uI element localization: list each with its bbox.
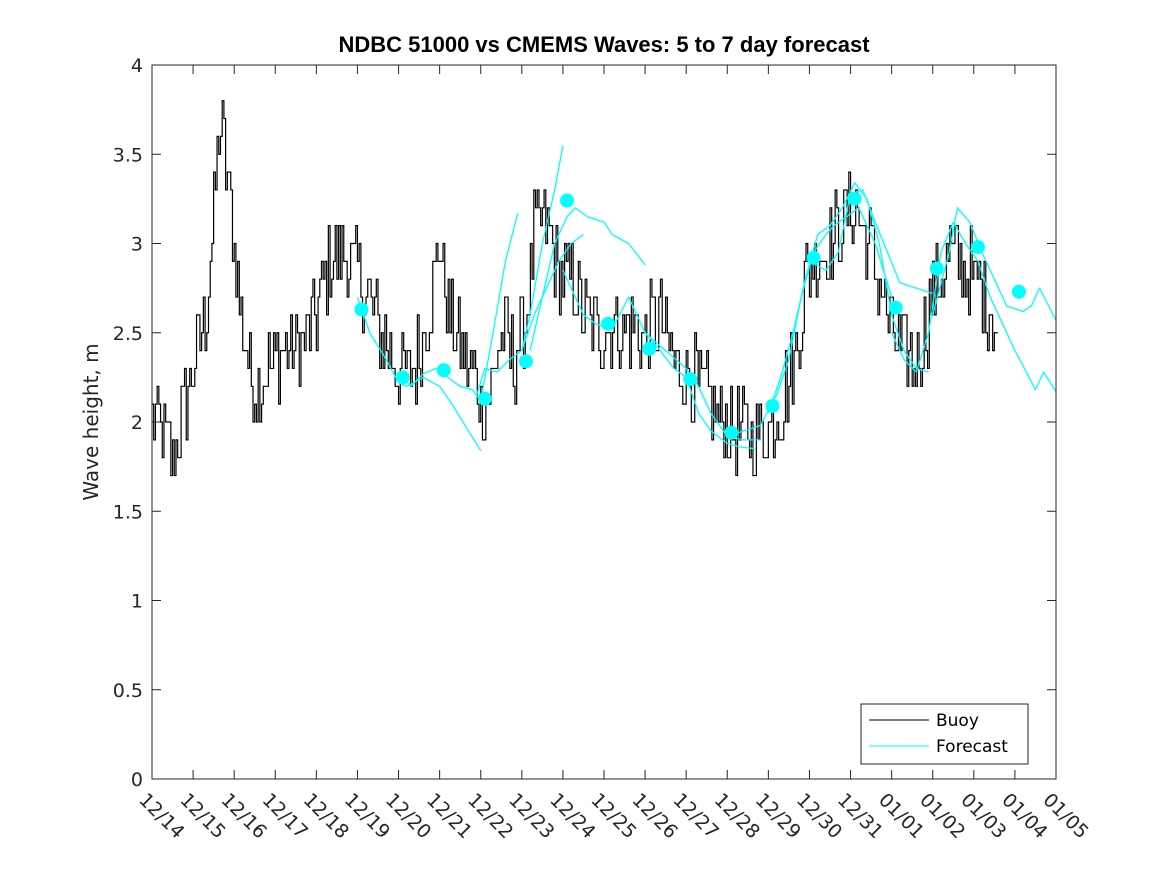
y-tick-label: 0.5 bbox=[113, 680, 143, 702]
forecast-marker bbox=[683, 372, 698, 387]
forecast-marker bbox=[1012, 284, 1027, 299]
forecast-marker bbox=[765, 398, 780, 413]
forecast-series-line bbox=[562, 269, 757, 450]
forecast-marker bbox=[518, 354, 533, 369]
forecast-marker bbox=[436, 363, 451, 378]
forecast-series-line bbox=[809, 189, 933, 295]
y-tick-label: 2 bbox=[131, 412, 143, 434]
forecast-series-line bbox=[521, 234, 584, 351]
y-tick-label: 4 bbox=[131, 55, 143, 77]
forecast-marker bbox=[888, 300, 903, 315]
y-axis-ticks: 0 0.5 1 1.5 2 2.5 3 3.5 4 bbox=[113, 55, 1056, 791]
series-layer bbox=[152, 100, 1057, 477]
forecast-marker bbox=[929, 261, 944, 276]
y-tick-label: 1 bbox=[131, 591, 143, 613]
y-tick-label: 1.5 bbox=[113, 501, 143, 523]
forecast-marker bbox=[847, 191, 862, 206]
forecast-series-line bbox=[932, 207, 1057, 321]
forecast-marker bbox=[477, 391, 492, 406]
forecast-marker bbox=[806, 250, 821, 265]
y-tick-label: 2.5 bbox=[113, 323, 143, 345]
buoy-series-line bbox=[152, 100, 998, 477]
legend-buoy-label: Buoy bbox=[936, 711, 979, 731]
legend-box bbox=[860, 703, 1029, 765]
chart-title: NDBC 51000 vs CMEMS Waves: 5 to 7 day fo… bbox=[338, 32, 870, 57]
forecast-marker bbox=[970, 240, 985, 255]
forecast-series-line bbox=[398, 212, 519, 402]
y-axis-label: Wave height, m bbox=[79, 343, 103, 500]
y-tick-label: 3.5 bbox=[113, 144, 143, 166]
forecast-marker bbox=[560, 193, 575, 208]
legend: Buoy Forecast bbox=[860, 703, 1029, 765]
forecast-marker bbox=[642, 341, 657, 356]
forecast-marker bbox=[354, 302, 369, 317]
forecast-marker bbox=[601, 316, 616, 331]
plot-area bbox=[152, 65, 1056, 779]
forecast-marker bbox=[395, 370, 410, 385]
forecast-series-line bbox=[891, 221, 1057, 393]
forecast-series-line bbox=[767, 182, 929, 414]
y-tick-label: 3 bbox=[131, 234, 143, 256]
legend-forecast-label: Forecast bbox=[936, 737, 1008, 757]
plot-frame bbox=[151, 64, 1057, 780]
y-tick-label: 0 bbox=[131, 769, 143, 791]
forecast-marker bbox=[724, 425, 739, 440]
forecast-series-line bbox=[529, 207, 646, 351]
forecast-series-line bbox=[644, 332, 761, 441]
